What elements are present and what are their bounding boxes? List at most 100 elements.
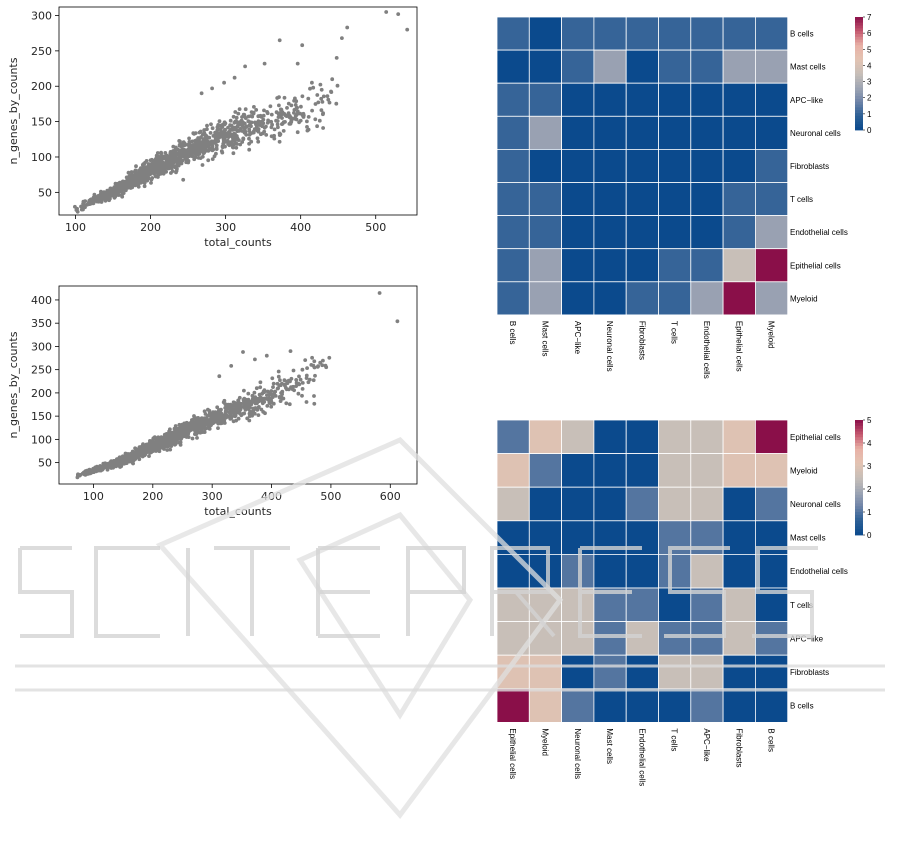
heatmap-cell bbox=[496, 182, 530, 216]
colorbar-tick-label: 7 bbox=[867, 13, 872, 22]
heatmap-cell bbox=[690, 215, 724, 250]
scatter-point bbox=[200, 154, 205, 159]
scatter-point bbox=[300, 94, 305, 99]
heatmap-row-label: Neuronal cells bbox=[790, 129, 841, 138]
scatter-point bbox=[340, 36, 344, 40]
heatmap-cell bbox=[625, 215, 659, 250]
heatmap-cell bbox=[561, 654, 595, 690]
heatmap-cell bbox=[722, 453, 756, 488]
y-tick-label: 300 bbox=[31, 340, 52, 353]
scatter-point bbox=[150, 164, 155, 169]
scatter-point bbox=[154, 443, 159, 448]
scatter-point bbox=[313, 117, 318, 122]
heatmap-cell bbox=[722, 654, 756, 690]
scatter-point bbox=[405, 27, 410, 32]
heatmap-row-label: Neuronal cells bbox=[790, 500, 841, 509]
scatter-point bbox=[242, 388, 246, 393]
scatter-point bbox=[149, 181, 153, 185]
scatter-point bbox=[252, 390, 257, 395]
heatmap-cell bbox=[755, 554, 789, 589]
y-tick-label: 200 bbox=[31, 387, 52, 400]
scatter-point bbox=[98, 466, 103, 471]
heatmap-cell bbox=[755, 654, 789, 690]
colorbar-segment bbox=[855, 431, 863, 435]
colorbar-segment bbox=[855, 76, 863, 80]
heatmap-cell bbox=[690, 248, 724, 283]
scatter-point bbox=[207, 135, 212, 140]
scatter-point bbox=[151, 437, 156, 442]
heatmap-cell bbox=[625, 182, 659, 216]
scatter-point bbox=[199, 425, 203, 430]
heatmap-cell bbox=[593, 248, 627, 283]
scatter-point bbox=[208, 422, 213, 427]
scatter-point bbox=[249, 114, 253, 118]
scatter-point bbox=[182, 150, 187, 155]
colorbar-segment bbox=[855, 101, 863, 105]
colorbar-segment bbox=[855, 468, 863, 473]
scatter-point bbox=[247, 136, 251, 141]
colorbar-tick-label: 1 bbox=[867, 110, 872, 119]
scatter-point bbox=[232, 75, 237, 80]
scatter-point bbox=[178, 139, 182, 144]
scatter-point bbox=[102, 462, 107, 466]
heatmap-cell bbox=[625, 520, 659, 555]
scatter-point bbox=[94, 196, 99, 201]
heatmap-cell bbox=[593, 486, 627, 522]
scatter-point bbox=[187, 136, 192, 141]
heatmap-cell bbox=[658, 281, 692, 316]
scatter-point bbox=[100, 192, 105, 197]
scatter-point bbox=[226, 131, 230, 136]
heatmap-cell bbox=[690, 554, 724, 589]
heatmap-col-label: B cells bbox=[767, 728, 776, 752]
heatmap-row-label: Endothelial cells bbox=[790, 228, 848, 237]
y-tick-label: 250 bbox=[31, 364, 52, 377]
colorbar-segment bbox=[855, 73, 863, 77]
scatter-point bbox=[222, 398, 227, 403]
colorbar-segment bbox=[855, 428, 863, 432]
scatter-point bbox=[140, 452, 145, 457]
scatter-point bbox=[298, 377, 303, 382]
colorbar-segment bbox=[855, 39, 863, 43]
scatter-point bbox=[181, 147, 185, 152]
colorbar-tick-label: 5 bbox=[867, 416, 872, 425]
scatter-point bbox=[158, 165, 163, 170]
scatter-point bbox=[308, 86, 312, 91]
scatter-point bbox=[255, 408, 260, 412]
scatter-point bbox=[262, 390, 266, 394]
heatmap-cell bbox=[690, 16, 724, 51]
heatmap-cell bbox=[755, 621, 789, 656]
heatmap-col-label: APC−like bbox=[702, 728, 711, 762]
heatmap-cell bbox=[496, 688, 530, 723]
scatter-point bbox=[269, 125, 274, 130]
colorbar-segment bbox=[855, 489, 863, 493]
scatter-point bbox=[88, 197, 93, 202]
heatmap-cell bbox=[496, 520, 530, 555]
scatter-point bbox=[304, 400, 309, 404]
colorbar: 0 1 2 3 4 5 6 7 bbox=[855, 13, 872, 135]
scatter-point bbox=[97, 199, 102, 204]
y-tick-label: 400 bbox=[31, 294, 52, 307]
scatter-point bbox=[210, 144, 215, 149]
scatter-point bbox=[140, 174, 145, 179]
colorbar-segment bbox=[855, 17, 863, 21]
scatter-point bbox=[209, 122, 213, 127]
scatter-point bbox=[235, 120, 240, 125]
heatmap-cell bbox=[755, 182, 789, 216]
heatmap-cell bbox=[528, 182, 562, 216]
colorbar-segment bbox=[855, 443, 863, 447]
scatter-point bbox=[238, 126, 243, 131]
scatter-point bbox=[273, 394, 278, 398]
heatmap-cell bbox=[625, 554, 659, 589]
scatter-point bbox=[213, 411, 218, 416]
scatter-point bbox=[233, 141, 238, 146]
colorbar-segment bbox=[855, 107, 863, 111]
colorbar-segment bbox=[855, 33, 863, 38]
heatmap-row-label: T cells bbox=[790, 601, 813, 610]
heatmap-cell bbox=[561, 215, 595, 250]
scatter-point bbox=[216, 426, 220, 430]
scatter-point bbox=[315, 124, 319, 129]
heatmap-cell bbox=[722, 520, 756, 555]
scatter-point bbox=[268, 104, 273, 109]
scatter-point bbox=[246, 391, 251, 396]
scatter-point bbox=[145, 443, 150, 448]
